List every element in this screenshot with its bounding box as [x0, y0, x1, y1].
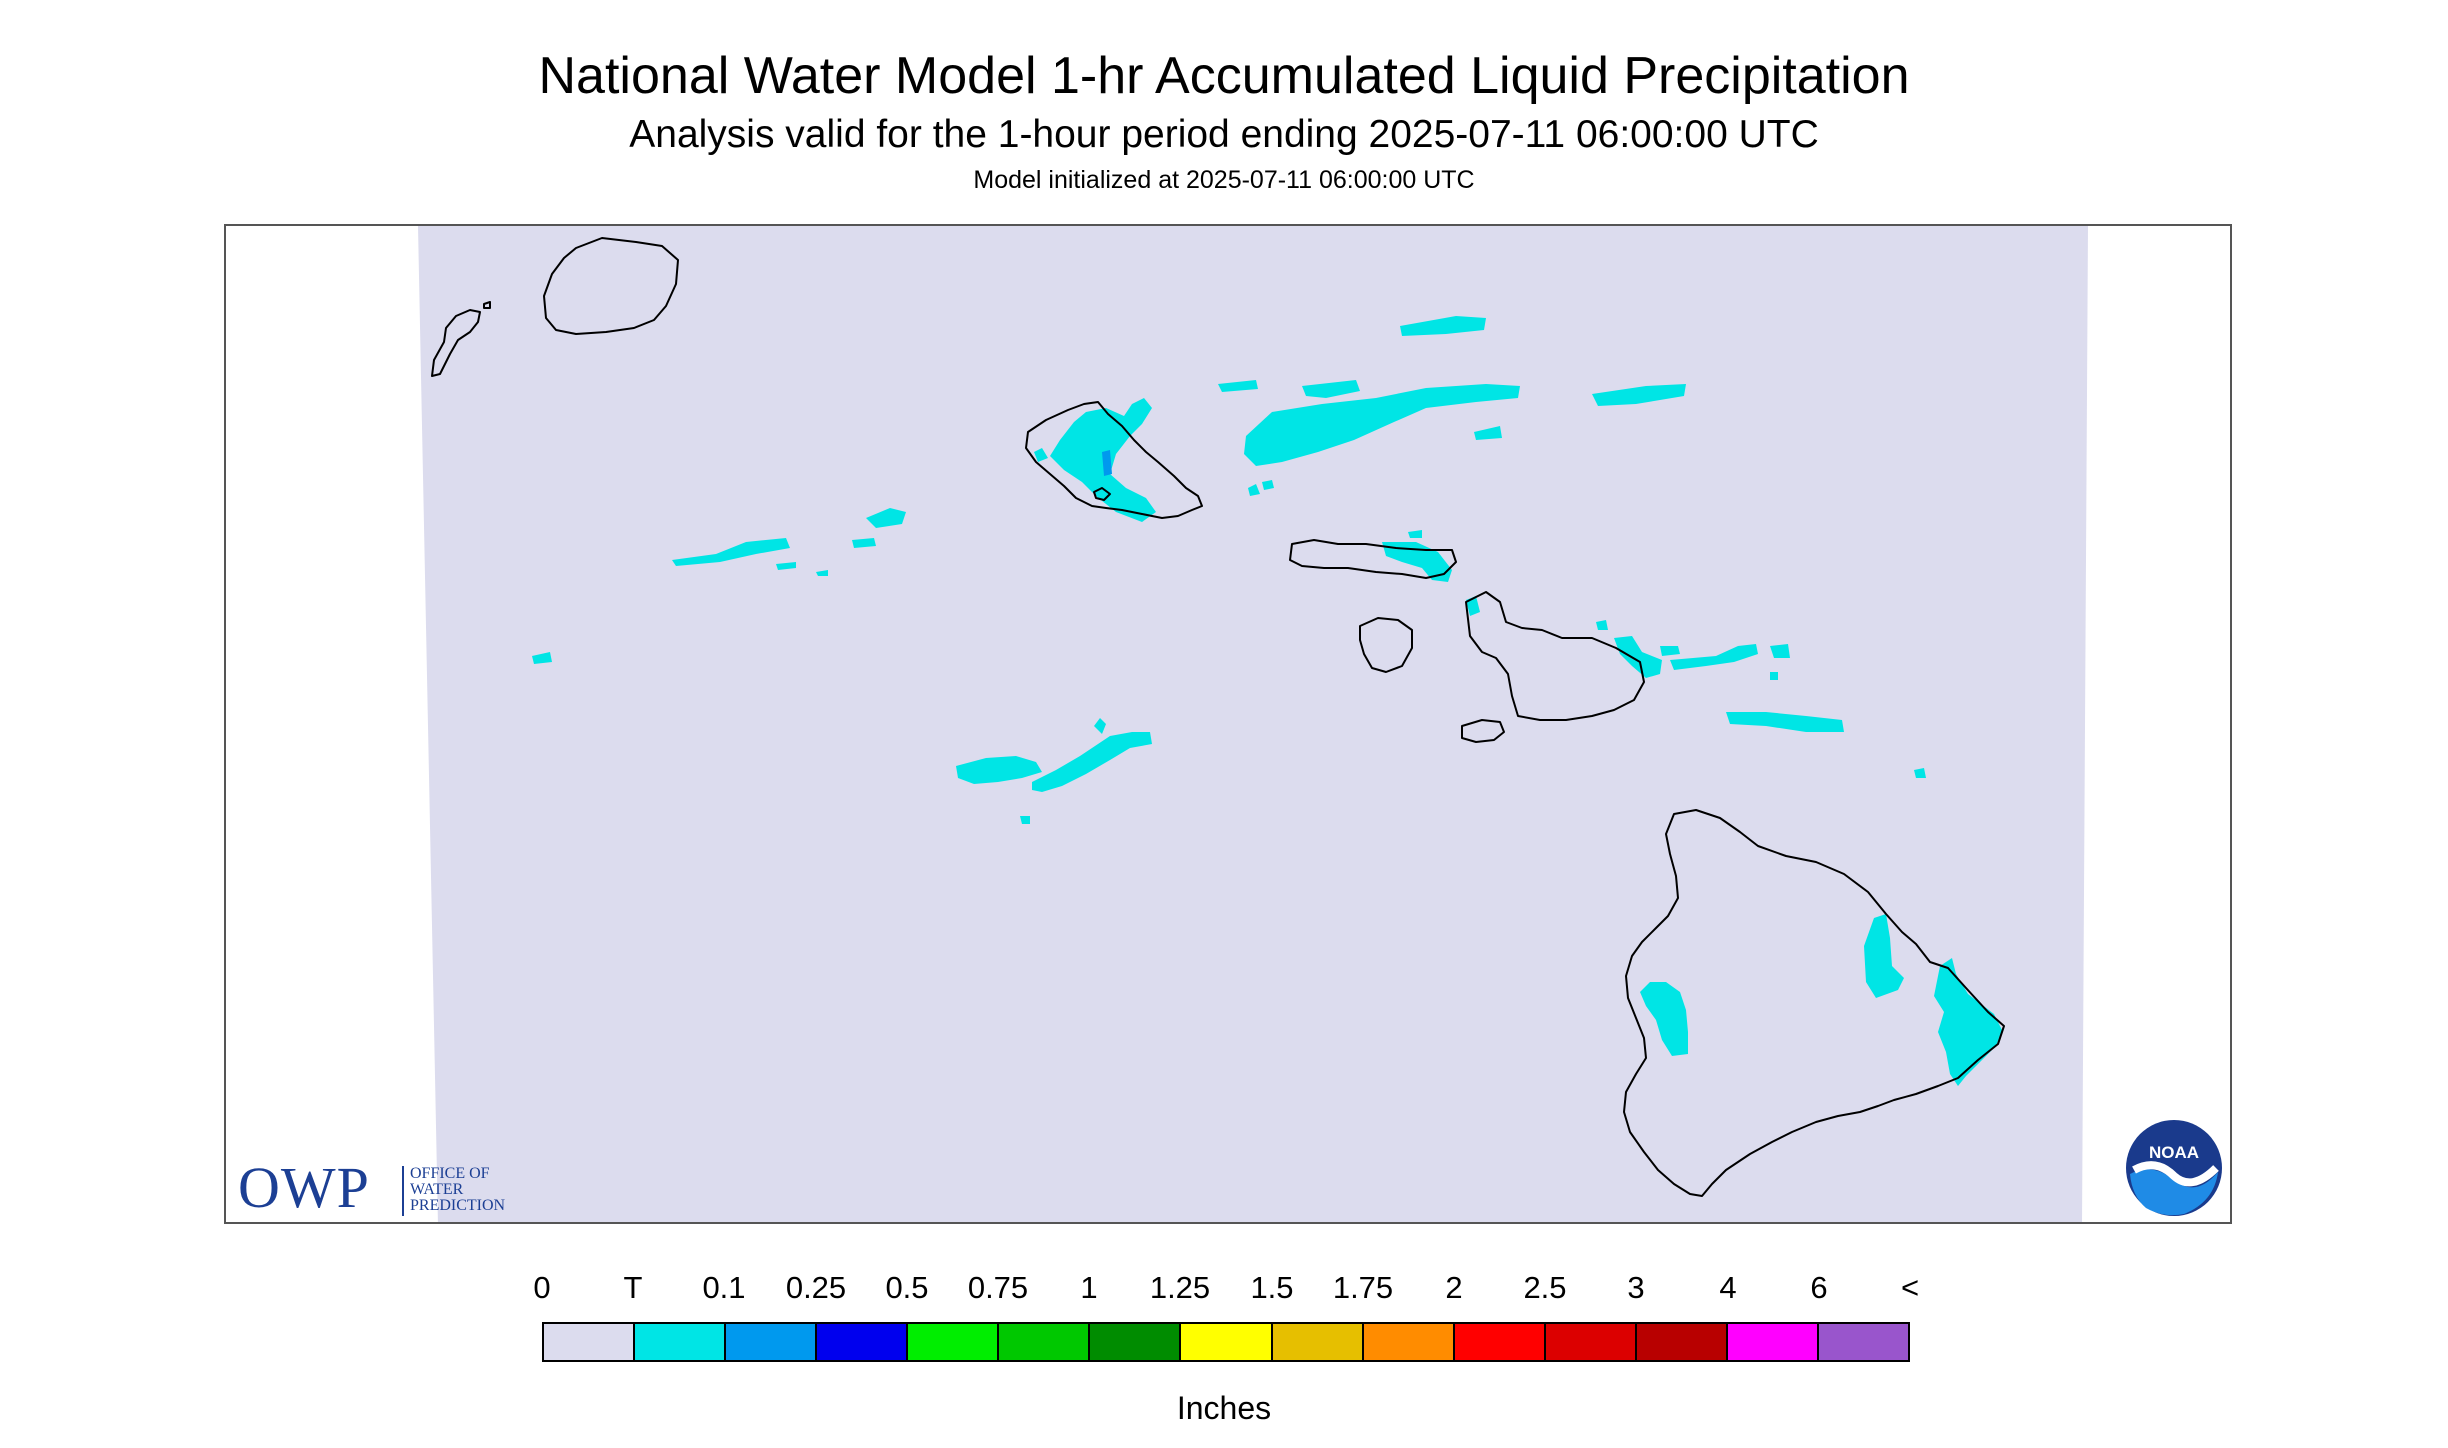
- map-canvas: [418, 226, 2088, 1222]
- precip-cell: [1218, 380, 1258, 392]
- legend-swatch: [1363, 1324, 1455, 1360]
- precip-cell: [532, 652, 552, 664]
- legend-label: T: [623, 1270, 643, 1305]
- map-frame: [224, 224, 2232, 1224]
- precip-cell: [816, 570, 828, 576]
- legend-label: 1.25: [1149, 1270, 1211, 1305]
- precip-cell: [776, 562, 796, 570]
- model-domain: [418, 226, 2088, 1222]
- legend-swatch: [1818, 1324, 1908, 1360]
- legend-swatch: [1727, 1324, 1819, 1360]
- kauai-outline: [543, 237, 679, 335]
- legend-swatch: [1181, 1324, 1273, 1360]
- legend-label: 0: [533, 1270, 551, 1305]
- precip-cell: [1770, 644, 1790, 658]
- precip-cell: [1102, 450, 1112, 476]
- precip-light-blue: [1102, 450, 1112, 476]
- page-subtitle: Analysis valid for the 1-hour period end…: [629, 113, 1819, 156]
- precip-cell: [1474, 426, 1502, 440]
- precip-cell: [1020, 816, 1030, 824]
- legend-swatch: [1636, 1324, 1728, 1360]
- legend-units: Inches: [1176, 1390, 1272, 1426]
- owp-logo-text: OWP: [238, 1155, 370, 1220]
- legend-colorbar: [542, 1322, 1910, 1362]
- precip-cell: [1302, 380, 1360, 398]
- precip-cell: [866, 508, 906, 528]
- legend-swatch: [1272, 1324, 1364, 1360]
- legend-swatch: [999, 1324, 1091, 1360]
- legend-swatch: [1454, 1324, 1546, 1360]
- hawaii-big-island-outline: [1623, 809, 2005, 1197]
- legend-label: 3: [1627, 1270, 1645, 1305]
- precip-cell: [1248, 484, 1260, 496]
- niihau-outline: [431, 309, 481, 377]
- noaa-logo-text: NOAA: [2149, 1143, 2199, 1162]
- owp-logo-line3: PREDICTION: [410, 1197, 506, 1214]
- kahoolawe-outline: [1461, 719, 1505, 743]
- precip-cell: [1034, 448, 1048, 462]
- legend-labels: 0 T 0.1 0.25 0.5 0.75 1 1.25 1.5 1.75 2 …: [0, 1270, 2448, 1310]
- legend-label: 2: [1445, 1270, 1463, 1305]
- precip-cell: [1660, 646, 1680, 656]
- molokai-outline: [1289, 539, 1457, 579]
- precip-cell: [1864, 914, 1904, 998]
- precip-cell: [852, 538, 876, 548]
- legend-label: 2.5: [1523, 1270, 1567, 1305]
- legend-swatch: [726, 1324, 818, 1360]
- precip-cell: [1770, 672, 1778, 680]
- lanai-outline: [1359, 617, 1413, 673]
- precip-cell: [1726, 712, 1844, 732]
- precip-cell: [1592, 384, 1686, 406]
- owp-logo: OWP OFFICE OF WATER PREDICTION: [238, 1155, 558, 1220]
- oahu-outline: [1025, 401, 1203, 519]
- precip-cell: [1670, 644, 1758, 670]
- noaa-logo: NOAA: [2126, 1120, 2222, 1216]
- page-title: National Water Model 1-hr Accumulated Li…: [538, 47, 1910, 105]
- legend-label: 0.25: [785, 1270, 847, 1305]
- legend-label: <: [1900, 1270, 1920, 1305]
- owp-logo-line2: WATER: [410, 1181, 464, 1198]
- precip-cell: [1382, 542, 1452, 582]
- precip-cell: [672, 538, 790, 566]
- legend-label: 0.75: [967, 1270, 1029, 1305]
- legend-swatch: [908, 1324, 1000, 1360]
- precip-cell: [1400, 316, 1486, 336]
- precip-cell: [1408, 530, 1422, 538]
- owp-logo-divider: [402, 1166, 404, 1216]
- precip-cell: [956, 756, 1042, 784]
- legend-label: 1.5: [1250, 1270, 1294, 1305]
- maui-outline: [1465, 591, 1645, 721]
- legend-swatch: [1545, 1324, 1637, 1360]
- precip-cell: [1262, 480, 1274, 490]
- legend-label: 0.1: [702, 1270, 746, 1305]
- legend-label: 0.5: [885, 1270, 929, 1305]
- precip-cell: [1614, 636, 1662, 678]
- precip-cell: [1032, 732, 1152, 792]
- niihau-islet-outline: [483, 301, 491, 309]
- legend-label: 1.75: [1332, 1270, 1394, 1305]
- precip-cell: [1596, 620, 1608, 630]
- precip-cell: [1244, 384, 1520, 466]
- legend-swatch: [544, 1324, 636, 1360]
- model-init-text: Model initialized at 2025-07-11 06:00:00…: [973, 166, 1475, 194]
- legend-label: 4: [1719, 1270, 1737, 1305]
- precip-cell: [1640, 982, 1688, 1056]
- legend-swatch: [817, 1324, 909, 1360]
- island-outlines: [431, 237, 2005, 1197]
- legend-label: 6: [1810, 1270, 1828, 1305]
- legend-swatch: [635, 1324, 727, 1360]
- legend-label: 1: [1080, 1270, 1098, 1305]
- precip-cell: [1914, 768, 1926, 778]
- precip-cell: [1094, 718, 1106, 734]
- legend-swatch: [1090, 1324, 1182, 1360]
- owp-logo-line1: OFFICE OF: [410, 1165, 490, 1182]
- pearl-harbor-outline: [1093, 487, 1111, 501]
